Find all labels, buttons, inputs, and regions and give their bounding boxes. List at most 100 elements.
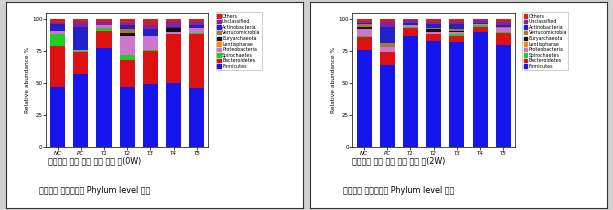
Y-axis label: Relative abundance %: Relative abundance % bbox=[332, 47, 337, 113]
Bar bbox=[50, 24, 65, 30]
Bar bbox=[357, 23, 371, 24]
Bar bbox=[403, 27, 418, 28]
Bar bbox=[73, 27, 88, 50]
Bar bbox=[496, 25, 511, 27]
Bar bbox=[143, 84, 158, 147]
Bar bbox=[449, 32, 465, 34]
Text: 비육돈의 잘리그룹간 Phylum level 비교: 비육돈의 잘리그룹간 Phylum level 비교 bbox=[39, 186, 151, 194]
Bar bbox=[357, 27, 371, 29]
Bar bbox=[473, 19, 488, 20]
Bar bbox=[73, 22, 88, 27]
Text: 천연소재 후보 물질 급여 개시 전(0W): 천연소재 후보 물질 급여 개시 전(0W) bbox=[48, 156, 142, 165]
Bar bbox=[143, 50, 158, 51]
Bar bbox=[379, 27, 395, 43]
Bar bbox=[50, 87, 65, 147]
Bar bbox=[496, 27, 511, 28]
Legend: Others, Unclassified, Actinobacteria, Verrucomicrobia, Euryarchaeota, Lentisphar: Others, Unclassified, Actinobacteria, Ve… bbox=[216, 12, 262, 70]
Bar bbox=[449, 19, 465, 22]
Bar bbox=[357, 29, 371, 36]
Bar bbox=[189, 19, 204, 22]
Bar bbox=[357, 19, 371, 22]
Bar bbox=[120, 19, 135, 23]
Bar bbox=[143, 36, 158, 50]
Bar bbox=[449, 42, 465, 147]
Text: 비육돈의 잘리그룹간 Phylum level 비교: 비육돈의 잘리그룹간 Phylum level 비교 bbox=[343, 186, 454, 194]
Bar bbox=[96, 30, 112, 49]
Bar bbox=[496, 32, 511, 33]
Bar bbox=[426, 22, 441, 24]
Bar bbox=[120, 23, 135, 25]
Bar bbox=[143, 25, 158, 29]
Bar bbox=[120, 33, 135, 36]
Bar bbox=[189, 25, 204, 28]
Bar bbox=[50, 34, 65, 46]
Bar bbox=[473, 25, 488, 27]
Bar bbox=[449, 30, 465, 32]
Bar bbox=[449, 36, 465, 42]
Bar bbox=[426, 34, 441, 41]
Bar bbox=[379, 19, 395, 22]
Bar bbox=[496, 45, 511, 147]
Bar bbox=[473, 24, 488, 25]
Bar bbox=[120, 29, 135, 33]
Bar bbox=[473, 23, 488, 24]
Bar bbox=[449, 24, 465, 29]
Bar bbox=[166, 83, 181, 147]
Bar bbox=[166, 22, 181, 27]
Bar bbox=[189, 28, 204, 33]
Bar bbox=[426, 29, 441, 32]
Bar bbox=[496, 19, 511, 22]
Bar bbox=[50, 19, 65, 23]
Bar bbox=[449, 22, 465, 24]
Bar bbox=[96, 25, 112, 28]
Bar bbox=[449, 29, 465, 30]
Bar bbox=[496, 33, 511, 45]
Bar bbox=[403, 20, 418, 23]
Bar bbox=[449, 34, 465, 36]
Bar bbox=[496, 28, 511, 32]
Bar bbox=[426, 28, 441, 29]
Bar bbox=[473, 32, 488, 147]
Bar bbox=[96, 28, 112, 30]
Bar bbox=[50, 30, 65, 34]
Bar bbox=[120, 60, 135, 87]
Bar bbox=[120, 87, 135, 147]
Bar bbox=[357, 36, 371, 37]
Bar bbox=[189, 88, 204, 147]
Bar bbox=[379, 65, 395, 147]
Y-axis label: Relative abundance %: Relative abundance % bbox=[25, 47, 30, 113]
Bar bbox=[496, 22, 511, 25]
Bar bbox=[357, 24, 371, 27]
Bar bbox=[403, 25, 418, 27]
Bar bbox=[166, 19, 181, 22]
Bar bbox=[166, 34, 181, 83]
Bar bbox=[357, 37, 371, 50]
Bar bbox=[403, 19, 418, 20]
Bar bbox=[96, 49, 112, 147]
Bar bbox=[426, 19, 441, 22]
Bar bbox=[120, 25, 135, 29]
Bar bbox=[379, 43, 395, 47]
Bar bbox=[357, 50, 371, 147]
Bar bbox=[73, 52, 88, 74]
Bar bbox=[166, 32, 181, 34]
Bar bbox=[403, 36, 418, 147]
Bar bbox=[143, 51, 158, 84]
Bar bbox=[189, 22, 204, 25]
Bar bbox=[96, 22, 112, 25]
Bar bbox=[473, 20, 488, 23]
Bar bbox=[50, 23, 65, 24]
Bar bbox=[120, 55, 135, 60]
Bar bbox=[50, 46, 65, 87]
Bar bbox=[143, 29, 158, 36]
Bar bbox=[189, 33, 204, 34]
Bar bbox=[73, 50, 88, 51]
Bar bbox=[357, 22, 371, 23]
Bar bbox=[426, 41, 441, 147]
Legend: Others, Unclassified, Actinobacteria, Verrucomicrobia, Euryarchaeota, Lentisphar: Others, Unclassified, Actinobacteria, Ve… bbox=[522, 12, 568, 70]
Bar bbox=[403, 23, 418, 25]
Bar bbox=[73, 19, 88, 22]
Bar bbox=[379, 22, 395, 27]
Bar bbox=[379, 52, 395, 65]
Bar bbox=[166, 28, 181, 32]
